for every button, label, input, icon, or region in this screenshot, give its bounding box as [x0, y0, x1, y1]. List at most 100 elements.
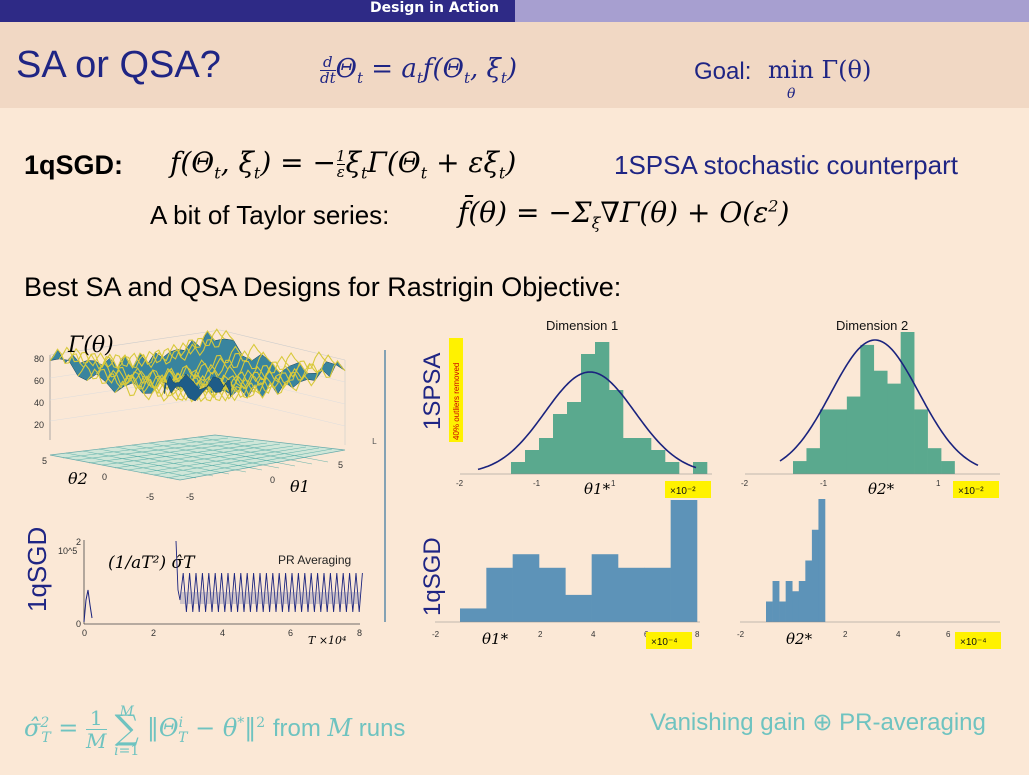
histogram-bar	[792, 591, 800, 622]
histogram-bar	[766, 601, 773, 622]
scale-label: ×10⁻²	[670, 486, 696, 497]
histogram-bar	[818, 499, 826, 622]
histogram-bar	[665, 462, 680, 474]
scale-label: ×10⁻²	[958, 486, 984, 497]
outlier-note: 40% outliers removed	[452, 363, 461, 440]
histogram-bar	[539, 567, 566, 622]
qsgd-formula: f(Θt, ξt) = −1 εξtΓ(Θt + εξt)	[170, 146, 517, 183]
scale-highlight	[665, 481, 711, 498]
histogram-bar	[567, 402, 582, 474]
histogram-bar	[512, 554, 540, 622]
histogram-bar	[833, 409, 848, 474]
z-tick: 60	[34, 376, 44, 386]
qsgd-label: 1qSGD:	[24, 150, 124, 180]
slide-title: SA or QSA?	[16, 44, 221, 86]
theta1-axis-label: θ1	[290, 477, 310, 496]
histogram-bar	[914, 409, 928, 474]
histogram-bar	[887, 383, 901, 474]
variance-annotation: (1/aT²) σ̂T	[108, 553, 196, 573]
y-scale: 10^5	[58, 546, 77, 556]
histogram-bar	[511, 462, 526, 474]
row-label-1spsa: 1SPSA	[419, 353, 446, 430]
section-heading: Best SA and QSA Designs for Rastrigin Ob…	[24, 272, 622, 302]
histogram-bar	[811, 529, 819, 622]
histogram-bar	[772, 581, 780, 622]
tick: 2	[843, 630, 848, 639]
tick: 8	[695, 630, 700, 639]
y-tick: 5	[42, 456, 47, 466]
dim1-title: Dimension 1	[546, 318, 618, 333]
histogram-bar	[798, 581, 806, 622]
spsa-counterpart: 1SPSA stochastic counterpart	[614, 150, 958, 180]
y-tick-bottom: 0	[76, 619, 81, 629]
x-tick: 8	[357, 628, 362, 638]
runs-text: from M runs	[272, 714, 406, 742]
tick: 4	[896, 630, 901, 639]
z-tick: 20	[34, 420, 44, 430]
histogram-bar	[565, 594, 592, 622]
goal-subscript: θ	[787, 86, 796, 102]
z-tick: 80	[34, 354, 44, 364]
histogram-bar	[591, 554, 619, 622]
svg-text:L: L	[372, 437, 377, 446]
dim2-title: Dimension 2	[836, 318, 908, 333]
theta2-star-axis: θ2*	[868, 480, 895, 498]
tick: -2	[737, 630, 745, 639]
histogram-bar	[693, 462, 708, 474]
scale-label: ×10⁻⁴	[960, 637, 987, 648]
histogram-bar	[941, 461, 955, 474]
histogram-bar	[793, 461, 807, 474]
tick: -1	[533, 479, 541, 488]
y-tick-top: 2	[76, 537, 81, 547]
tick: 1	[936, 479, 941, 488]
theta2-star-axis: θ2*	[786, 630, 813, 648]
scale-highlight	[955, 632, 1001, 649]
theta1-star-axis: θ1*	[584, 480, 611, 498]
row-label-1qsgd: 1qSGD	[419, 537, 446, 616]
x-tick: 6	[288, 628, 293, 638]
tick: 6	[946, 630, 951, 639]
time-axis-label: T ×10⁴	[308, 634, 346, 647]
row-label-1qsgd-left: 1qSGD	[22, 527, 52, 612]
histogram-bar	[553, 414, 568, 474]
footer-note: Vanishing gain ⊕ PR-averaging	[650, 709, 986, 736]
histogram-bar	[623, 438, 638, 474]
histogram-bar	[819, 409, 834, 474]
histogram-bar	[486, 567, 513, 622]
goal-formula: min Γ(θ)	[768, 56, 872, 84]
top-banner: Design in Action	[0, 0, 1029, 22]
histogram-bar	[651, 450, 666, 474]
normal-fit-curve-dim1	[477, 371, 697, 471]
pr-averaging-label: PR Averaging	[278, 553, 351, 567]
tick: -2	[432, 630, 440, 639]
hist-1qsgd-dim1	[435, 500, 700, 623]
histogram-bar	[806, 448, 821, 474]
histogram-bar	[785, 581, 793, 622]
histogram-bar	[581, 354, 596, 474]
histogram-panel: 1SPSA 40% outliers removed 1qSGD Dimensi…	[419, 318, 1001, 649]
z-tick: 40	[34, 398, 44, 408]
histogram-bar	[460, 608, 487, 622]
x-tick: 0	[82, 628, 87, 638]
histogram-bar	[927, 448, 942, 474]
histogram-bar	[637, 438, 652, 474]
scale-highlight	[953, 481, 999, 498]
normal-fit-curve-dim2	[779, 339, 979, 467]
tick: -1	[820, 479, 828, 488]
hist-1spsa-dim1	[460, 342, 712, 475]
histogram-bar	[873, 370, 888, 474]
hist-1spsa-dim2	[745, 332, 1000, 475]
histogram-bar	[595, 342, 610, 474]
tick: 4	[591, 630, 596, 639]
tick: -2	[741, 479, 749, 488]
histogram-bar	[618, 567, 645, 622]
y-tick: 0	[102, 472, 107, 482]
theta2-axis-label: θ2	[68, 469, 88, 488]
histogram-bar	[779, 601, 786, 622]
gamma-label: Γ(θ)	[67, 333, 114, 358]
section-banner	[0, 0, 515, 22]
goal-label: Goal:	[694, 58, 752, 85]
x-tick: -5	[186, 492, 194, 502]
variance-plot: 1qSGD 10^5 2 0 0 2 4 6 8 T ×10⁴ (1/aT²) …	[22, 527, 363, 647]
tick: -2	[456, 479, 464, 488]
